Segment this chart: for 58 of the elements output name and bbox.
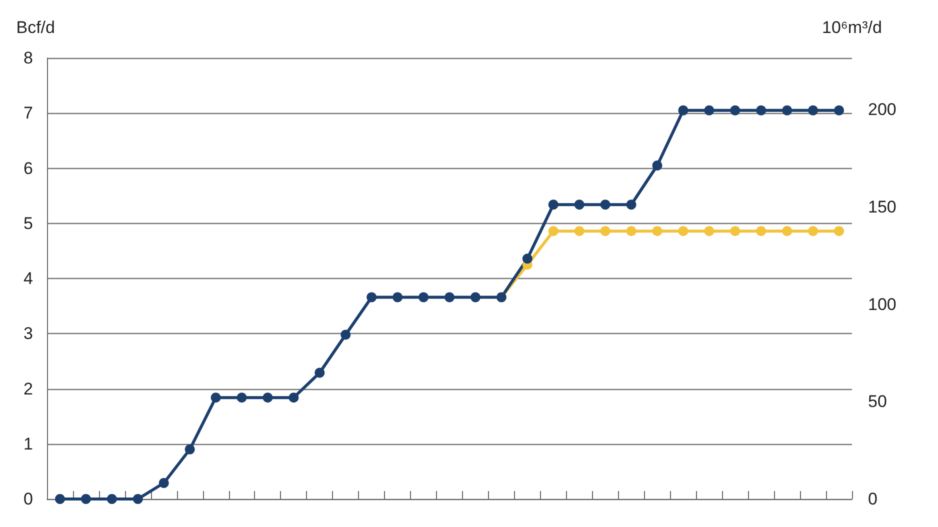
y-axis-title: Bcf/d — [16, 18, 55, 37]
point — [106, 494, 117, 504]
point — [808, 226, 818, 236]
point — [366, 292, 377, 302]
point — [444, 292, 454, 302]
point — [184, 444, 195, 454]
point — [600, 226, 610, 236]
y-tick-label: 6 — [24, 158, 33, 178]
y2-axis-title: 10⁶m³/d — [822, 18, 882, 37]
point — [210, 392, 221, 403]
y-tick-label: 1 — [24, 434, 33, 454]
y2-tick-label: 200 — [868, 100, 896, 120]
point — [132, 494, 143, 504]
point — [548, 226, 558, 236]
point — [756, 105, 766, 116]
point — [470, 292, 480, 302]
y2-tick-label: 100 — [868, 294, 896, 314]
point — [808, 105, 818, 116]
point — [392, 292, 403, 302]
y-tick-label: 2 — [24, 379, 33, 398]
point — [600, 200, 610, 210]
y-tick-label: 0 — [24, 490, 33, 508]
point — [548, 200, 558, 210]
point — [678, 105, 688, 116]
point — [340, 330, 351, 340]
point — [652, 226, 662, 236]
point — [756, 226, 766, 236]
point — [730, 226, 740, 236]
point — [522, 254, 532, 264]
point — [782, 226, 792, 236]
point — [704, 226, 714, 236]
point — [626, 200, 636, 210]
y-tick-label: 7 — [24, 104, 33, 123]
point — [652, 160, 662, 170]
y-tick-label: 3 — [24, 324, 33, 344]
point — [80, 494, 91, 504]
y-tick-label: 5 — [24, 214, 33, 233]
point — [834, 105, 844, 116]
y-tick-label: 8 — [24, 48, 33, 68]
y2-tick-label: 150 — [868, 197, 896, 216]
point — [834, 226, 844, 236]
y2-tick-label: 50 — [868, 392, 887, 412]
point — [678, 226, 688, 236]
point — [574, 226, 584, 236]
point — [782, 105, 792, 116]
y-tick-label: 4 — [24, 269, 33, 288]
point — [730, 105, 740, 116]
point — [418, 292, 429, 302]
y2-tick-label: 0 — [868, 490, 878, 508]
point — [574, 200, 584, 210]
point — [236, 392, 247, 403]
point — [54, 494, 65, 504]
point — [262, 392, 273, 403]
point — [288, 392, 299, 403]
point — [314, 368, 325, 378]
point — [626, 226, 636, 236]
point — [158, 478, 169, 488]
point — [704, 105, 714, 116]
